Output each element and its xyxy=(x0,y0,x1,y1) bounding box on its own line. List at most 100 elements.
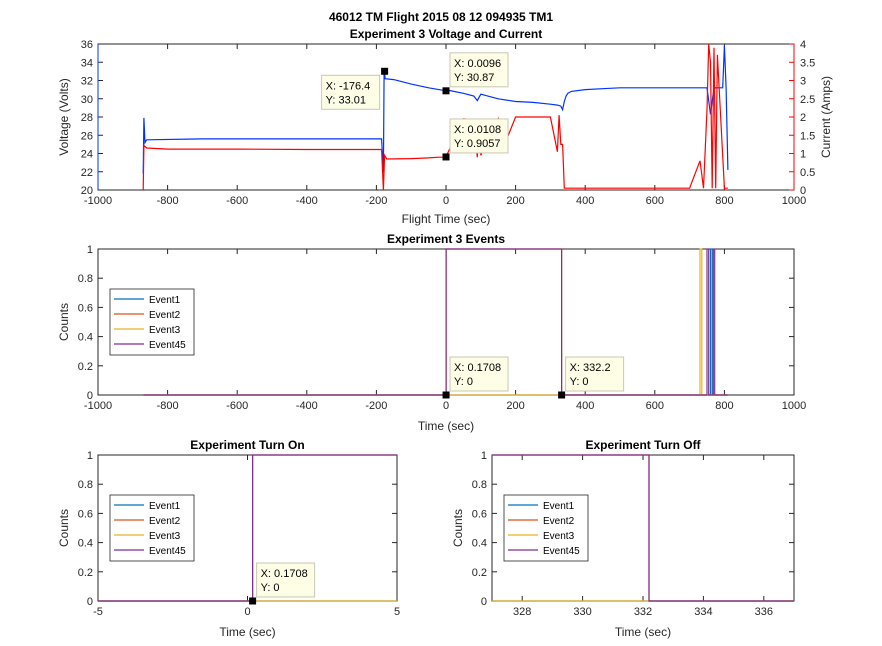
datatip-y: Y: 0 xyxy=(570,376,589,388)
y-tick-label: 1 xyxy=(87,244,93,256)
y-tick-label: 0.6 xyxy=(472,508,487,520)
y-axis-label: Counts xyxy=(451,509,465,547)
datatip: X: -176.4 Y: 33.01 xyxy=(321,74,381,110)
datatip-marker xyxy=(442,87,450,95)
figure-suptitle: 46012 TM Flight 2015 08 12 094935 TM1 xyxy=(329,10,553,24)
y-right-tick-label: 4 xyxy=(800,39,806,51)
datatip-marker xyxy=(442,391,450,399)
datatip-marker xyxy=(558,391,566,399)
chart-title: Experiment 3 Voltage and Current xyxy=(350,27,543,41)
y-tick-label: 32 xyxy=(81,76,93,88)
series-voltage-line xyxy=(142,45,729,174)
legend-entry: Event2 xyxy=(543,516,575,527)
datatip-marker xyxy=(442,153,450,161)
datatip: X: 332.2 Y: 0 xyxy=(565,356,625,392)
datatip: X: 0.0096 Y: 30.87 xyxy=(449,52,509,88)
y-tick-label: 28 xyxy=(81,112,93,124)
datatip-y: Y: 0 xyxy=(261,582,280,594)
y-tick-label: 0.4 xyxy=(78,538,93,550)
x-tick-label: 0 xyxy=(443,195,449,207)
x-tick-label: 600 xyxy=(646,195,664,207)
y-axis-label: Voltage (Volts) xyxy=(57,78,71,155)
x-tick-label: 5 xyxy=(394,606,400,618)
x-tick-label: 328 xyxy=(513,606,531,618)
y-right-tick-label: 2 xyxy=(800,112,806,124)
y-tick-label: 34 xyxy=(81,57,93,69)
chart-title: Experiment Turn Off xyxy=(585,438,701,452)
x-tick-label: 330 xyxy=(573,606,591,618)
chart-voltage_current: -1000 -800 -600 -400 -200 0 200 400 600 800 100020… xyxy=(57,27,833,226)
y-right-tick-label: 1 xyxy=(800,149,806,161)
datatip-y: Y: 0.9057 xyxy=(454,138,501,150)
x-tick-label: 332 xyxy=(634,606,652,618)
chart-events: -1000 -800 -600 -400 -200 0 200 400 600 800 1000 0 0… xyxy=(57,232,806,433)
x-tick-label: 1000 xyxy=(782,195,806,207)
x-tick-label: -5 xyxy=(93,606,103,618)
x-tick-label: -1000 xyxy=(84,400,112,412)
legend-entry: Event1 xyxy=(149,501,181,512)
y-axis-label: Counts xyxy=(57,509,71,547)
datatip-box xyxy=(321,74,381,110)
legend-entry: Event45 xyxy=(149,340,186,351)
x-axis-label: Flight Time (sec) xyxy=(402,212,491,226)
legend-entry: Event3 xyxy=(149,531,181,542)
y-right-axis-label: Current (Amps) xyxy=(819,76,833,158)
x-axis-label: Time (sec) xyxy=(219,625,275,639)
x-tick-label: -600 xyxy=(226,400,248,412)
chart-title: Experiment 3 Events xyxy=(387,232,505,246)
datatip-x: X: 0.1708 xyxy=(261,568,308,580)
y-tick-label: 0.2 xyxy=(78,361,93,373)
x-axis-label: Time (sec) xyxy=(418,419,474,433)
x-tick-label: 800 xyxy=(715,400,733,412)
y-right-tick-label: 3.5 xyxy=(800,57,815,69)
datatip-x: X: 0.1708 xyxy=(454,362,501,374)
x-tick-label: 200 xyxy=(506,195,524,207)
x-tick-label: 400 xyxy=(576,400,594,412)
datatip-marker xyxy=(249,597,257,605)
x-tick-label: -800 xyxy=(157,400,179,412)
x-tick-label: -200 xyxy=(365,400,387,412)
y-right-tick-label: 3 xyxy=(800,76,806,88)
x-tick-label: 600 xyxy=(646,400,664,412)
y-tick-label: 0.6 xyxy=(78,508,93,520)
datatip-y: Y: 33.01 xyxy=(326,94,366,106)
y-tick-label: 0.4 xyxy=(78,332,93,344)
legend-entry: Event2 xyxy=(149,310,181,321)
series-event45-line xyxy=(98,454,397,602)
y-tick-label: 30 xyxy=(81,94,93,106)
datatip-x: X: 0.0096 xyxy=(454,58,501,70)
y-right-tick-label: 2.5 xyxy=(800,94,815,106)
x-tick-label: 336 xyxy=(755,606,773,618)
series-event45-line xyxy=(143,248,728,396)
x-tick-label: -400 xyxy=(296,400,318,412)
plot-area-voltage_current xyxy=(97,43,795,191)
legend-entry: Event1 xyxy=(543,501,575,512)
datatip: X: 0.0108 Y: 0.9057 xyxy=(449,118,509,154)
series-event45-line xyxy=(492,454,794,602)
y-right-tick-label: 0 xyxy=(800,185,806,197)
y-right-tick-label: 1.5 xyxy=(800,130,815,142)
datatip-y: Y: 0 xyxy=(454,376,473,388)
y-tick-label: 22 xyxy=(81,167,93,179)
datatip-y: Y: 30.87 xyxy=(454,72,494,84)
y-tick-label: 0.8 xyxy=(78,273,93,285)
y-tick-label: 20 xyxy=(81,185,93,197)
legend-entry: Event45 xyxy=(543,546,580,557)
x-tick-label: 334 xyxy=(694,606,712,618)
legend-entry: Event45 xyxy=(149,546,186,557)
legend: Event1 Event2 Event3 Event45 xyxy=(109,288,195,356)
x-tick-label: 0 xyxy=(443,400,449,412)
datatip: X: 0.1708 Y: 0 xyxy=(256,562,316,598)
legend-entry: Event3 xyxy=(149,325,181,336)
x-axis-label: Time (sec) xyxy=(615,625,671,639)
legend: Event1 Event2 Event3 Event45 xyxy=(109,494,195,562)
x-tick-label: 200 xyxy=(506,400,524,412)
y-tick-label: 0.8 xyxy=(78,479,93,491)
x-tick-label: -600 xyxy=(226,195,248,207)
chart-turn_off: 328 330 332 334 336 0 0.2 0.4 0.6 0.8 1 Experiment … xyxy=(451,438,795,639)
y-tick-label: 36 xyxy=(81,39,93,51)
x-tick-label: -800 xyxy=(157,195,179,207)
y-tick-label: 26 xyxy=(81,130,93,142)
